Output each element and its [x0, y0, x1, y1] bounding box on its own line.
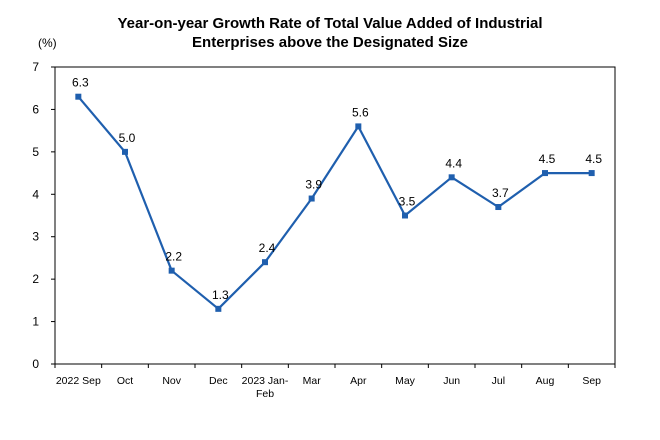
x-tick-label: 2023 Jan-Feb [242, 375, 289, 400]
data-label: 3.7 [492, 186, 509, 200]
data-point [308, 195, 315, 202]
x-tick-label-line: Nov [162, 375, 181, 387]
x-tick-label: Apr [350, 375, 367, 387]
x-tick-label: Nov [162, 375, 181, 387]
y-tick-label: 5 [32, 145, 39, 159]
y-tick-label: 3 [32, 230, 39, 244]
data-point [402, 212, 408, 219]
x-tick-label: May [395, 375, 416, 387]
data-label: 3.9 [305, 178, 322, 192]
x-tick-label-line: Feb [256, 388, 274, 400]
plot-area-frame [54, 66, 616, 365]
y-axis-ticks: 0 1 2 3 4 5 6 7 [32, 60, 55, 371]
data-point [542, 170, 548, 177]
x-tick-label: Mar [303, 375, 322, 387]
y-tick-label: 6 [32, 102, 39, 116]
data-point [168, 267, 175, 274]
chart-title-line-1: Year-on-year Growth Rate of Total Value … [117, 15, 543, 32]
x-tick-label-line: 2023 Jan- [242, 375, 289, 387]
data-markers [75, 93, 595, 312]
chart-title-line-2: Enterprises above the Designated Size [192, 34, 468, 51]
data-label: 5.0 [119, 131, 136, 145]
x-axis-ticks: 2022 Sep Oct Nov Dec 2023 Jan-Feb Mar Apr May Ju… [54, 364, 616, 400]
x-tick-label-line: Jul [492, 375, 505, 387]
data-label: 1.3 [212, 288, 229, 302]
data-label: 2.2 [165, 250, 182, 264]
x-tick-label: Jun [443, 375, 460, 387]
data-labels: 6.3 5.0 2.2 1.3 2.4 3.9 5.6 3.5 4.4 3.7 4.5 4.5 [72, 76, 602, 302]
data-point [122, 148, 128, 155]
x-tick-label-line: Apr [350, 375, 367, 387]
x-tick-label: Dec [209, 375, 228, 387]
x-tick-label-line: Aug [536, 375, 555, 387]
x-tick-label: Aug [536, 375, 555, 387]
y-tick-label: 0 [32, 357, 39, 371]
data-point [448, 174, 455, 181]
x-tick-label: Sep [582, 375, 601, 387]
y-tick-label: 7 [32, 60, 39, 74]
y-axis-unit: (%) [38, 36, 57, 50]
y-tick-label: 4 [32, 187, 39, 201]
data-point [588, 170, 595, 177]
x-tick-label: Oct [117, 375, 133, 387]
data-point [215, 305, 222, 312]
series-line [77, 95, 592, 310]
data-label: 4.5 [539, 152, 556, 166]
x-tick-label-line: Dec [209, 375, 228, 387]
data-point [75, 93, 82, 100]
data-point [495, 204, 502, 211]
x-tick-label: Jul [492, 375, 505, 387]
x-tick-label: 2022 Sep [56, 375, 101, 387]
y-tick-label: 2 [32, 272, 39, 286]
x-tick-label-line: May [395, 375, 416, 387]
chart-title: Year-on-year Growth Rate of Total Value … [0, 14, 660, 52]
data-point [262, 259, 268, 266]
x-tick-label-line: Sep [582, 375, 601, 387]
y-tick-label: 1 [32, 315, 39, 329]
data-label: 3.5 [399, 195, 416, 209]
data-label: 5.6 [352, 105, 369, 119]
x-tick-label-line: Mar [303, 375, 322, 387]
data-label: 4.4 [445, 156, 462, 170]
data-label: 2.4 [259, 241, 276, 255]
data-label: 4.5 [585, 152, 602, 166]
x-tick-label-line: 2022 Sep [56, 375, 101, 387]
x-tick-label-line: Jun [443, 375, 460, 387]
x-tick-label-line: Oct [117, 375, 133, 387]
data-label: 6.3 [72, 76, 89, 90]
data-point [355, 123, 362, 130]
